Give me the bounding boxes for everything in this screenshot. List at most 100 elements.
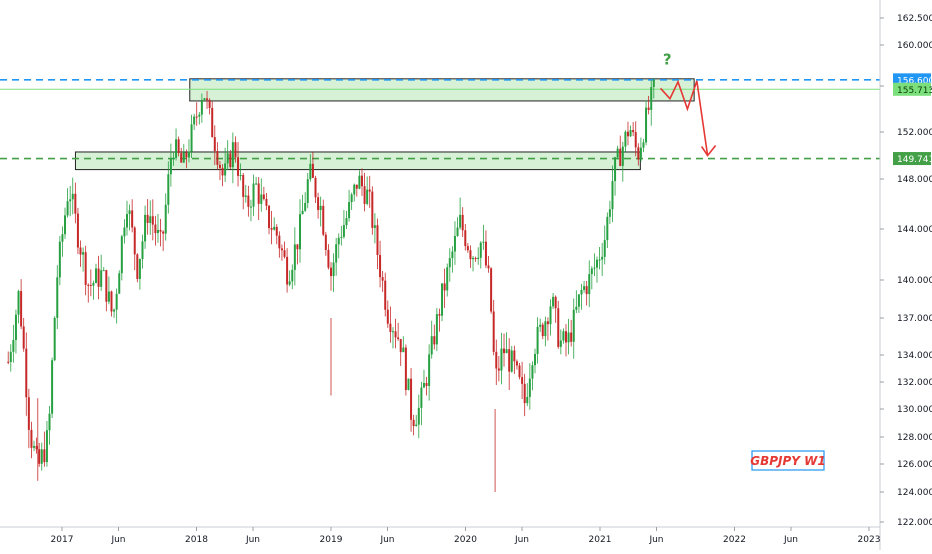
zone-1[interactable] [189, 78, 695, 102]
candle[interactable] [226, 140, 229, 171]
candle[interactable] [637, 143, 640, 166]
candle[interactable] [218, 161, 221, 181]
candle[interactable] [203, 97, 206, 102]
candle[interactable] [87, 283, 90, 303]
candle[interactable] [22, 318, 25, 352]
candle[interactable] [53, 316, 56, 362]
candle[interactable] [200, 93, 203, 123]
candle[interactable] [311, 152, 314, 179]
candle[interactable] [180, 147, 183, 163]
candle[interactable] [590, 266, 593, 290]
candle[interactable] [342, 209, 345, 239]
candle[interactable] [167, 161, 170, 214]
candle[interactable] [526, 383, 529, 407]
candle[interactable] [373, 213, 376, 244]
candle[interactable] [27, 388, 30, 449]
candle[interactable] [459, 197, 462, 230]
candle[interactable] [652, 78, 655, 99]
price-label-2[interactable]: 149.741 [893, 152, 932, 166]
candle[interactable] [172, 151, 175, 166]
candle[interactable] [549, 299, 552, 336]
candle[interactable] [358, 170, 361, 190]
candle[interactable] [317, 192, 320, 219]
candle[interactable] [415, 414, 418, 427]
candle[interactable] [386, 300, 389, 328]
candle[interactable] [118, 270, 121, 294]
candle[interactable] [595, 256, 598, 283]
candle[interactable] [76, 207, 79, 254]
candle[interactable] [593, 253, 596, 276]
candle[interactable] [283, 241, 286, 259]
candle[interactable] [138, 258, 141, 290]
candle[interactable] [185, 149, 188, 169]
candle[interactable] [280, 244, 283, 261]
candle[interactable] [477, 247, 480, 265]
candle[interactable] [433, 324, 436, 350]
candle[interactable] [518, 362, 521, 380]
candle[interactable] [309, 154, 312, 182]
candle[interactable] [552, 293, 555, 309]
candle[interactable] [531, 361, 534, 391]
candle[interactable] [260, 178, 263, 212]
candle[interactable] [412, 414, 415, 436]
candle[interactable] [402, 336, 405, 353]
candle[interactable] [366, 176, 369, 206]
candle[interactable] [221, 164, 224, 187]
candle[interactable] [487, 256, 490, 273]
candle[interactable] [107, 276, 110, 305]
candle[interactable] [324, 232, 327, 256]
candle[interactable] [125, 200, 128, 236]
candle[interactable] [448, 248, 451, 282]
candle[interactable] [469, 245, 472, 268]
zone-2[interactable] [74, 151, 641, 171]
candle[interactable] [213, 125, 216, 166]
candle[interactable] [291, 264, 294, 290]
candle[interactable] [234, 136, 237, 163]
candle[interactable] [562, 328, 565, 344]
candle[interactable] [38, 442, 41, 467]
candle[interactable] [391, 327, 394, 349]
candle[interactable] [198, 112, 201, 125]
candle[interactable] [216, 142, 219, 170]
candle[interactable] [404, 344, 407, 396]
candle[interactable] [193, 113, 196, 130]
candle[interactable] [645, 100, 648, 146]
candle[interactable] [177, 136, 180, 157]
candle[interactable] [611, 165, 614, 223]
candle[interactable] [187, 139, 190, 163]
candle[interactable] [407, 378, 410, 391]
candle[interactable] [508, 338, 511, 391]
candle[interactable] [360, 168, 363, 196]
candle[interactable] [348, 189, 351, 222]
candle[interactable] [337, 233, 340, 259]
candle[interactable] [151, 199, 154, 241]
candle[interactable] [17, 289, 20, 324]
candle[interactable] [156, 213, 159, 243]
candle[interactable] [330, 262, 332, 291]
time-axis[interactable]: 2017 Jun 2018 Jun 2019 Jun 2020 Jun 2021 Jun 2022 J… [51, 527, 881, 545]
candle[interactable] [79, 240, 82, 267]
candle[interactable] [249, 199, 252, 222]
candle[interactable] [237, 142, 240, 187]
candle[interactable] [598, 246, 601, 270]
candle[interactable] [102, 267, 105, 272]
candle[interactable] [278, 231, 281, 258]
candle[interactable] [242, 172, 245, 210]
candle[interactable] [247, 185, 250, 217]
candle[interactable] [110, 290, 113, 317]
candle[interactable] [141, 234, 144, 269]
candle[interactable] [379, 240, 382, 288]
candle[interactable] [252, 174, 255, 216]
candle[interactable] [453, 221, 456, 265]
candle[interactable] [195, 102, 198, 126]
candle[interactable] [451, 246, 454, 273]
candle[interactable] [528, 363, 531, 410]
candle[interactable] [492, 299, 495, 356]
candle[interactable] [389, 306, 392, 343]
candle[interactable] [128, 204, 131, 231]
candle[interactable] [82, 247, 85, 272]
candle[interactable] [464, 223, 467, 251]
candle[interactable] [229, 149, 232, 170]
candle[interactable] [89, 269, 92, 297]
candle[interactable] [384, 272, 387, 317]
